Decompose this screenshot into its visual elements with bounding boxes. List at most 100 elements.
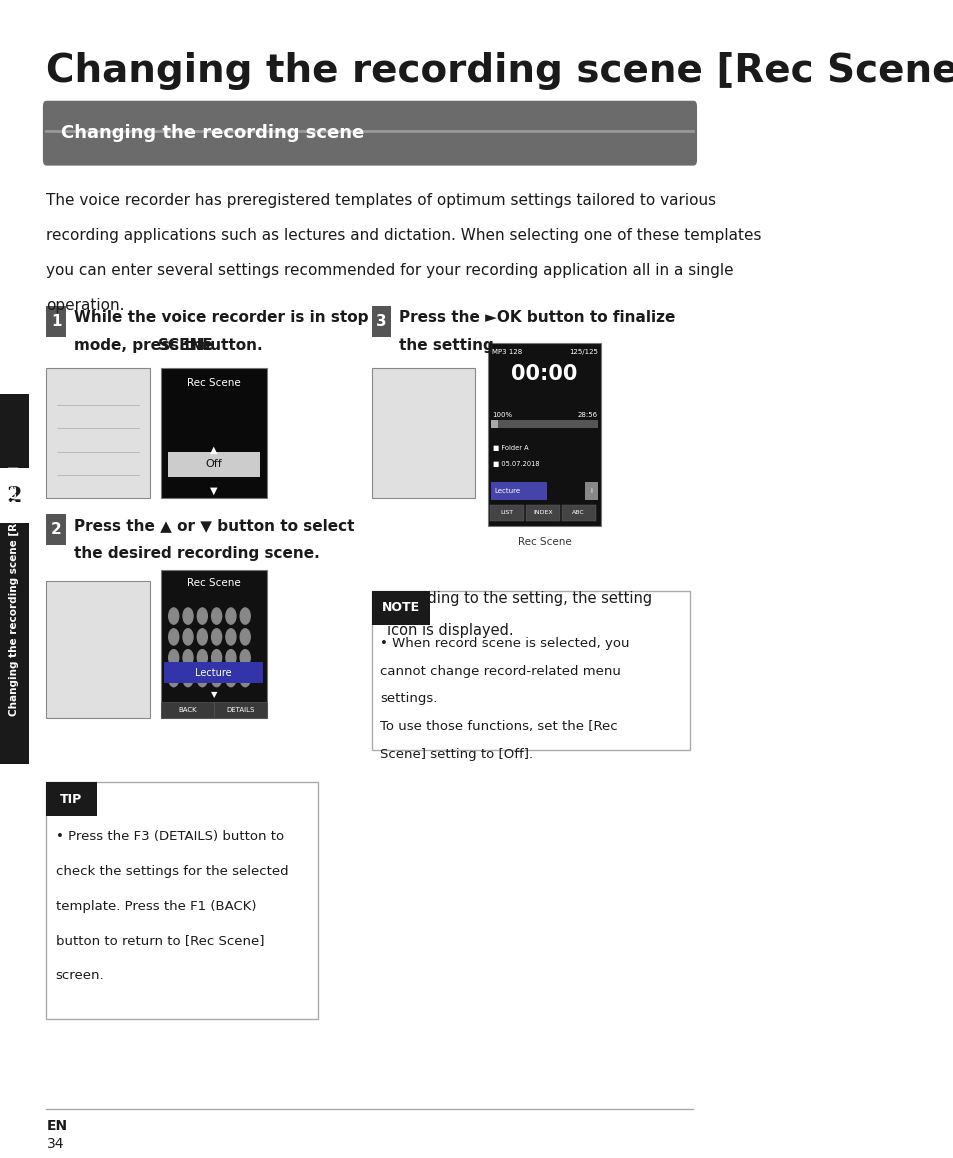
- Text: Scene] setting to [Off].: Scene] setting to [Off].: [380, 748, 533, 761]
- Text: Rec Scene: Rec Scene: [517, 537, 571, 548]
- Text: DETAILS: DETAILS: [226, 706, 254, 713]
- Circle shape: [226, 608, 235, 624]
- Text: • Press the F3 (DETAILS) button to: • Press the F3 (DETAILS) button to: [55, 830, 284, 843]
- Circle shape: [169, 650, 178, 666]
- Bar: [372, 368, 475, 498]
- Bar: [47, 782, 317, 1019]
- Text: To use those functions, set the [Rec: To use those functions, set the [Rec: [380, 720, 618, 733]
- Text: ▼: ▼: [210, 486, 217, 496]
- Bar: [372, 306, 391, 337]
- Text: The voice recorder has preregistered templates of optimum settings tailored to v: The voice recorder has preregistered tem…: [47, 193, 716, 208]
- Text: Changing the recording scene [Rec Scene]: Changing the recording scene [Rec Scene]: [10, 466, 19, 716]
- Circle shape: [226, 629, 235, 645]
- Text: 00:00: 00:00: [511, 364, 577, 383]
- Bar: [161, 368, 267, 498]
- Text: mode, press the: mode, press the: [73, 338, 217, 352]
- Text: ▼: ▼: [211, 690, 216, 699]
- Text: settings.: settings.: [380, 692, 437, 705]
- Text: Rec Scene: Rec Scene: [187, 578, 240, 588]
- Bar: [213, 702, 267, 718]
- Text: According to the setting, the setting: According to the setting, the setting: [387, 591, 652, 606]
- Circle shape: [212, 608, 221, 624]
- Text: Lecture: Lecture: [495, 488, 520, 494]
- Circle shape: [212, 650, 221, 666]
- Circle shape: [212, 670, 221, 687]
- Text: NOTE: NOTE: [381, 601, 419, 615]
- Text: BACK: BACK: [178, 706, 196, 713]
- Circle shape: [183, 670, 193, 687]
- Bar: [47, 306, 66, 337]
- Text: cannot change record-related menu: cannot change record-related menu: [380, 665, 620, 677]
- Text: icon is displayed.: icon is displayed.: [387, 623, 514, 638]
- Bar: [161, 570, 267, 718]
- Circle shape: [240, 670, 250, 687]
- Text: ■ 05.07.2018: ■ 05.07.2018: [492, 461, 538, 467]
- Bar: [47, 514, 66, 545]
- Circle shape: [197, 670, 207, 687]
- Bar: [164, 662, 263, 683]
- Text: Changing the recording scene: Changing the recording scene: [61, 124, 364, 142]
- Text: LIST: LIST: [500, 511, 514, 515]
- Text: 2: 2: [51, 522, 61, 537]
- Bar: [491, 420, 497, 428]
- Circle shape: [183, 650, 193, 666]
- Circle shape: [240, 650, 250, 666]
- Text: TIP: TIP: [60, 792, 83, 806]
- Text: 100%: 100%: [492, 412, 512, 418]
- Bar: [561, 505, 595, 521]
- Text: Changing the recording scene [Rec Scene]: Changing the recording scene [Rec Scene]: [47, 52, 953, 90]
- Text: 3: 3: [375, 314, 386, 329]
- Text: EN: EN: [47, 1119, 68, 1133]
- Circle shape: [183, 629, 193, 645]
- Bar: [161, 702, 213, 718]
- Text: i: i: [590, 488, 592, 494]
- Bar: [372, 591, 689, 750]
- Circle shape: [240, 629, 250, 645]
- Text: SCENE: SCENE: [158, 338, 213, 352]
- Text: ABC: ABC: [572, 511, 584, 515]
- Bar: [0, 468, 29, 523]
- Text: operation.: operation.: [47, 298, 125, 313]
- Text: ▲: ▲: [210, 445, 217, 454]
- Circle shape: [183, 608, 193, 624]
- Bar: [490, 505, 523, 521]
- FancyBboxPatch shape: [43, 101, 697, 166]
- Bar: [47, 368, 150, 498]
- Circle shape: [169, 670, 178, 687]
- Text: button.: button.: [193, 338, 262, 352]
- Bar: [526, 505, 559, 521]
- Bar: [488, 343, 599, 526]
- Circle shape: [197, 608, 207, 624]
- Bar: [372, 591, 430, 625]
- Circle shape: [226, 650, 235, 666]
- Circle shape: [169, 608, 178, 624]
- Text: MP3 128: MP3 128: [492, 349, 521, 354]
- Text: Rec Scene: Rec Scene: [187, 378, 240, 388]
- Circle shape: [197, 629, 207, 645]
- Text: Press the ►OK button to finalize: Press the ►OK button to finalize: [398, 310, 675, 324]
- Bar: [584, 482, 597, 500]
- Text: the desired recording scene.: the desired recording scene.: [73, 547, 319, 560]
- Text: ■ Folder A: ■ Folder A: [492, 445, 528, 450]
- Text: 34: 34: [47, 1137, 64, 1151]
- Text: the setting.: the setting.: [398, 338, 498, 352]
- Text: you can enter several settings recommended for your recording application all in: you can enter several settings recommend…: [47, 263, 733, 278]
- Text: •: •: [375, 591, 385, 609]
- Circle shape: [169, 629, 178, 645]
- Bar: [47, 581, 150, 718]
- Bar: [0, 394, 29, 764]
- Text: Press the ▲ or ▼ button to select: Press the ▲ or ▼ button to select: [73, 519, 354, 533]
- Text: 125/125: 125/125: [568, 349, 597, 354]
- Circle shape: [226, 670, 235, 687]
- Bar: [47, 782, 96, 816]
- Bar: [491, 482, 546, 500]
- Text: template. Press the F1 (BACK): template. Press the F1 (BACK): [55, 900, 256, 913]
- Text: recording applications such as lectures and dictation. When selecting one of the: recording applications such as lectures …: [47, 228, 761, 243]
- Text: 28:56: 28:56: [577, 412, 597, 418]
- Circle shape: [212, 629, 221, 645]
- Text: INDEX: INDEX: [533, 511, 552, 515]
- Circle shape: [197, 650, 207, 666]
- Bar: [168, 452, 259, 477]
- Text: 1: 1: [51, 314, 61, 329]
- Text: button to return to [Rec Scene]: button to return to [Rec Scene]: [55, 935, 264, 947]
